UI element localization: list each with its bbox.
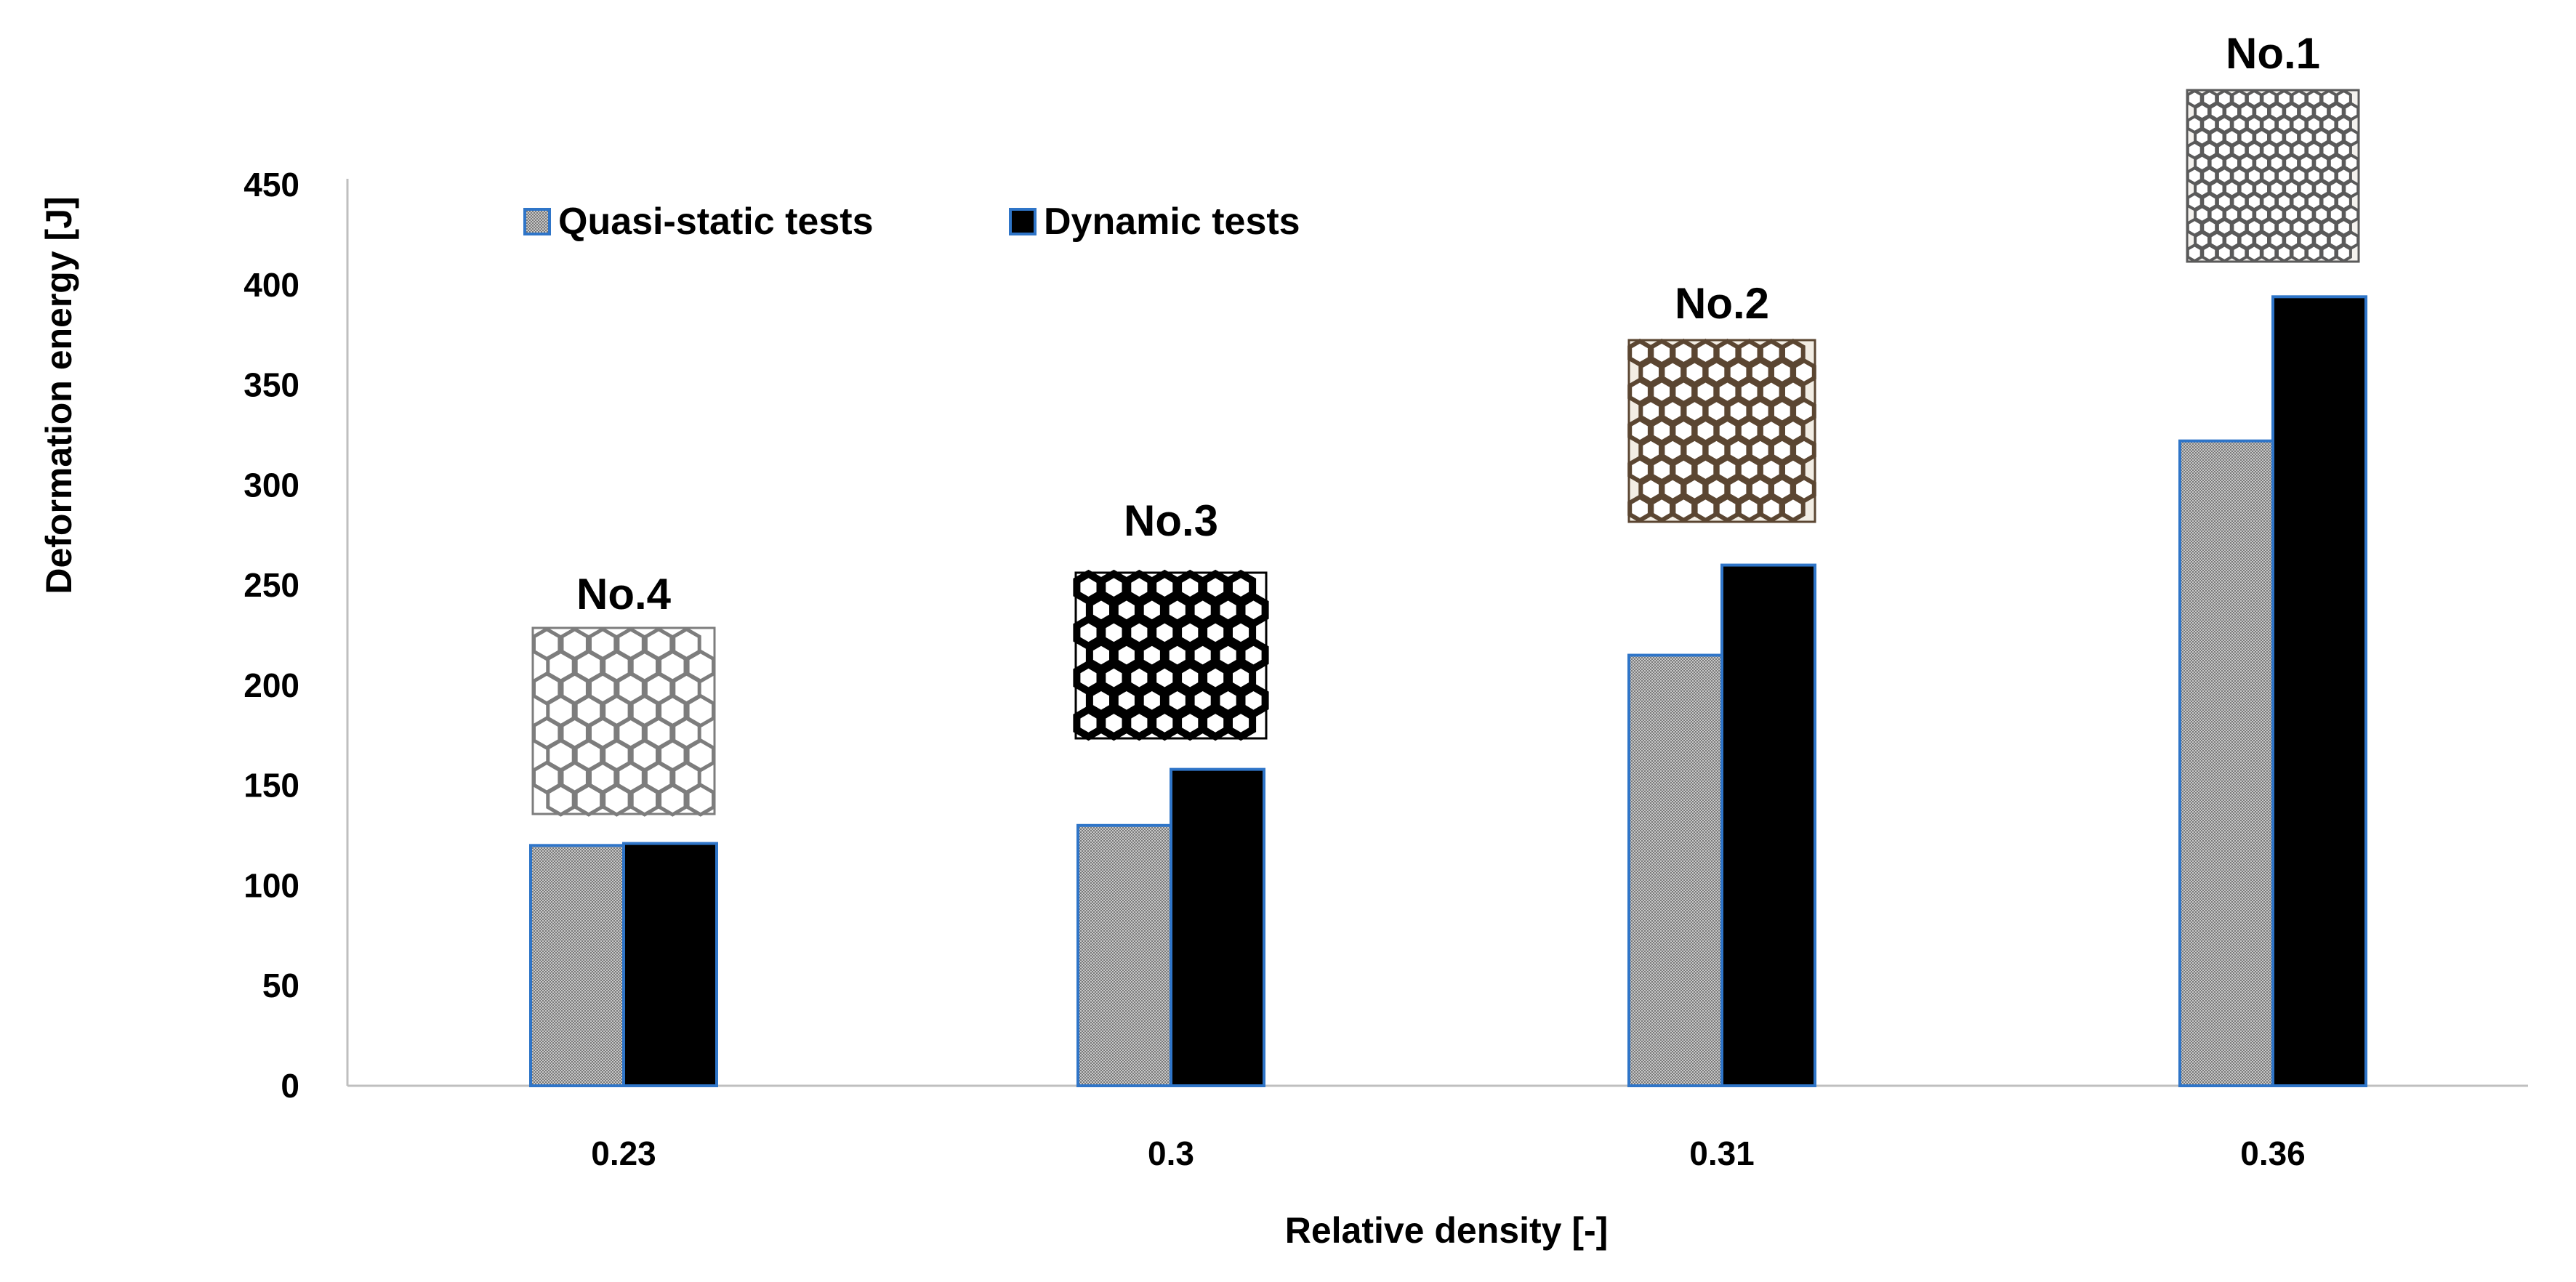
bars	[529, 295, 2367, 1088]
legend-swatch-dynamic	[1009, 208, 1037, 235]
honeycomb-cell	[1149, 705, 1180, 741]
honeycomb-cell	[1073, 705, 1104, 741]
honeycomb-frame	[1074, 571, 1268, 740]
sample-label: No.4	[576, 570, 672, 618]
y-tick-label: 50	[262, 967, 299, 1004]
sample-label: No.1	[2226, 29, 2320, 78]
y-tick-label: 250	[243, 566, 299, 604]
honeycomb-cell	[629, 783, 659, 817]
honeycomb-cell	[2261, 243, 2278, 263]
x-tick-label: 0.3	[1148, 1134, 1194, 1172]
honeycomb-cell	[2306, 243, 2322, 263]
honeycomb-cell	[2320, 243, 2338, 263]
honeycomb-cell	[2335, 243, 2352, 263]
honeycomb-cell	[573, 783, 604, 817]
honeycomb-cell	[685, 783, 715, 817]
honeycomb-cell	[602, 783, 632, 817]
y-tick-label: 200	[243, 666, 299, 704]
honeycomb-sample-icon	[2186, 89, 2360, 263]
y-axis-title: Deformation energy [J]	[39, 196, 79, 594]
honeycomb-cell	[2245, 243, 2263, 263]
honeycomb-cell	[1225, 705, 1257, 741]
axes: 0 50 100 150 200 250 300 350 400 450 0.23 0.3 0.31 0.…	[243, 166, 2528, 1172]
honeycomb-frame	[1627, 339, 1816, 523]
x-tick-label: 0.31	[1689, 1134, 1755, 1172]
honeycomb-cell	[658, 783, 688, 817]
bar-quasi-static	[1627, 653, 1723, 1087]
x-axis-title: Relative density [-]	[1285, 1210, 1609, 1251]
honeycomb-cell	[1693, 494, 1718, 523]
y-tick-label: 150	[243, 767, 299, 805]
honeycomb-cell	[2186, 243, 2203, 263]
honeycomb-cell	[1736, 494, 1762, 523]
bar-quasi-static	[2178, 439, 2274, 1087]
y-tick-label: 0	[281, 1067, 299, 1105]
honeycomb-sample-icon	[1627, 338, 1816, 523]
honeycomb-cell	[2276, 243, 2293, 263]
honeycomb-cell	[2290, 243, 2308, 263]
honeycomb-cell	[1200, 705, 1231, 741]
axis-titles: Relative density [-] Deformation energy […	[39, 196, 1608, 1251]
honeycomb-cell	[2215, 243, 2233, 263]
bar-dynamic	[622, 842, 718, 1087]
x-tick-label: 0.36	[2240, 1134, 2306, 1172]
bar-quasi-static	[529, 844, 625, 1088]
honeycomb-cell	[1627, 494, 1652, 523]
honeycomb-cell	[1715, 494, 1740, 523]
x-tick-label: 0.23	[591, 1134, 656, 1172]
legend-label: Dynamic tests	[1044, 201, 1300, 243]
bar-quasi-static	[1076, 823, 1172, 1088]
honeycomb-cell	[2201, 243, 2218, 263]
y-tick-label: 400	[243, 266, 299, 304]
bar-dynamic	[1170, 767, 1265, 1087]
y-tick-label: 100	[243, 866, 299, 904]
legend-label: Quasi-static tests	[558, 201, 874, 243]
honeycomb-cell	[1098, 705, 1130, 741]
bar-dynamic	[1720, 563, 1816, 1087]
y-tick-label: 300	[243, 466, 299, 504]
honeycomb-cell	[1781, 416, 1806, 446]
honeycomb-cell	[1649, 494, 1674, 523]
honeycomb-cell	[1175, 705, 1206, 741]
honeycomb-cell	[546, 783, 576, 817]
honeycomb-cell	[1758, 494, 1784, 523]
legend-swatch-quasi-static	[523, 208, 551, 235]
y-tick-label: 450	[243, 166, 299, 203]
honeycomb-cell	[1781, 455, 1806, 484]
sample-label: No.3	[1124, 496, 1218, 545]
honeycomb-cell	[2231, 243, 2248, 263]
legend: Quasi-static tests Dynamic tests	[523, 201, 1300, 243]
honeycomb-cell	[1781, 377, 1806, 406]
honeycomb-cell	[1781, 494, 1806, 523]
y-tick-label: 350	[243, 366, 299, 404]
honeycomb-cell	[1781, 338, 1806, 367]
honeycomb-frame	[2186, 89, 2360, 263]
honeycomb-sample-icon	[1073, 569, 1269, 741]
sample-annotations: No.4 No.3 No.2 No.1	[531, 29, 2360, 817]
honeycomb-frame	[531, 626, 716, 815]
bar-dynamic	[2271, 295, 2367, 1087]
honeycomb-cell	[1671, 494, 1696, 523]
sample-label: No.2	[1675, 279, 1769, 328]
honeycomb-sample-icon	[531, 626, 716, 817]
honeycomb-cell	[1124, 705, 1155, 741]
